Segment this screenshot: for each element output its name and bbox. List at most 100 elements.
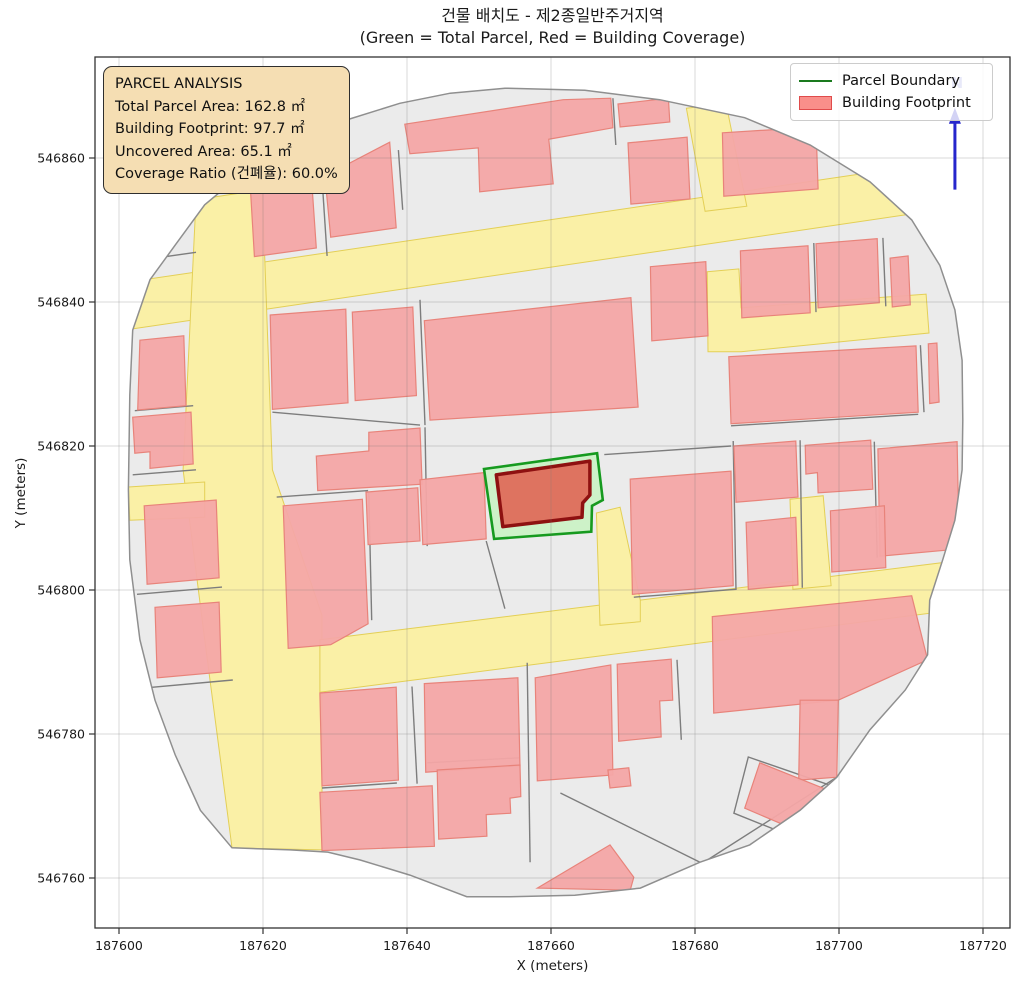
parcel-boundary-line [485,540,506,609]
grid [95,57,1010,928]
building-footprint [629,470,734,595]
building-footprint [617,97,671,128]
building-footprint [324,141,397,238]
building-footprint [721,126,819,197]
parcel-boundary-line [132,469,197,476]
buffer-boundary [127,87,964,898]
parcel-boundary-line [560,792,701,863]
building-footprint [319,785,436,852]
svg-text:546760: 546760 [37,871,85,886]
building-footprint [627,136,691,205]
road [595,506,641,626]
svg-text:546800: 546800 [37,583,85,598]
svg-text:187620: 187620 [239,938,287,953]
parcel-boundary-line [272,411,421,426]
building-footprint [436,764,522,840]
parcel-boundary-line [321,782,397,789]
highlight-building [494,459,592,529]
building-footprint [829,505,887,573]
tick-labels: 187600 187620 187640 187660 187680 187700 1877… [37,151,1007,954]
svg-text:187680: 187680 [671,938,719,953]
building-footprint [889,255,911,308]
svg-text:546860: 546860 [37,151,85,166]
annotation-line-5: Coverage Ratio (건폐율): 60.0% [115,166,338,182]
parcel-boundary-line [732,440,737,591]
y-axis-label: Y (meters) [13,457,29,529]
legend-item-building-footprint: Building Footprint [799,92,984,114]
building-footprint [649,261,709,342]
svg-text:187640: 187640 [383,938,431,953]
building-footprint [269,308,349,410]
legend-label-building-footprint: Building Footprint [842,95,971,111]
building-footprint [534,664,614,782]
parcel-boundary-line [633,588,737,598]
building-footprint [319,686,400,787]
building-footprint [282,498,369,649]
building-footprint [365,487,421,546]
annotation-line-3: Building Footprint: 97.7 ㎡ [115,121,305,137]
svg-text:187720: 187720 [959,938,1007,953]
building-footprint [132,411,194,469]
parcel-boundary-line [813,242,817,313]
building-footprint [535,844,635,891]
building-footprint [315,427,423,492]
building-footprint [423,297,639,421]
parcel-boundary-line [419,299,426,426]
annotation-line-4: Uncovered Area: 65.1 ㎡ [115,143,292,160]
legend-line-sample [799,80,832,82]
building-footprint [351,306,418,402]
parcel-boundary-line [604,445,732,456]
svg-text:546820: 546820 [37,439,85,454]
parcel-analysis-annotation: PARCEL ANALYSIS Total Parcel Area: 162.8… [103,66,350,194]
parcel-boundary-line [144,679,233,689]
chart-title: 건물 배치도 - 제2종일반주거지역 [441,6,664,25]
building-footprint [143,499,220,585]
axes-frame [94,56,1011,929]
svg-text:187660: 187660 [527,938,575,953]
annotation-line-1: PARCEL ANALYSIS [115,76,243,92]
svg-text:187700: 187700 [815,938,863,953]
annotation-line-2: Total Parcel Area: 162.8 ㎡ [115,98,306,115]
parcel-boundary-line [411,686,418,784]
building-footprint [804,439,874,494]
building-footprint [616,658,674,742]
parcel-boundary-line [397,150,404,210]
building-footprint [137,335,187,411]
building-footprint [423,677,521,773]
parcel-boundary-line [730,413,919,427]
parcel-boundary-line [676,659,682,740]
building-footprint [927,342,940,405]
road [706,268,930,353]
building-footprint [739,245,811,319]
building-footprint [419,471,487,546]
svg-text:187600: 187600 [95,938,143,953]
legend: Parcel Boundary Building Footprint [790,63,993,121]
parcel-boundary-line [882,237,887,307]
parcel-boundary-line [919,345,925,413]
svg-text:546780: 546780 [37,727,85,742]
legend-item-parcel-boundary: Parcel Boundary [799,70,984,92]
legend-patch-sample [799,96,832,110]
building-footprint [711,595,929,714]
building-footprint [607,767,632,789]
parcel-boundary-line [526,662,531,863]
building-footprint [733,440,799,503]
map-layers [128,88,963,897]
legend-label-parcel-boundary: Parcel Boundary [842,73,960,89]
parcel-boundary-line [276,489,369,498]
svg-text:546840: 546840 [37,295,85,310]
building-footprint [877,441,960,557]
building-footprint [815,237,880,309]
building-footprint [745,516,799,590]
parcel-boundary-line [799,440,803,588]
building-footprint [404,97,614,193]
building-footprint [798,699,839,781]
building-footprint [728,345,919,425]
parcel-boundary-line [136,586,223,595]
building-footprint [154,601,222,679]
parcel-boundary-line [612,98,617,146]
chart-subtitle: (Green = Total Parcel, Red = Building Co… [359,28,746,47]
x-axis-label: X (meters) [516,958,589,974]
